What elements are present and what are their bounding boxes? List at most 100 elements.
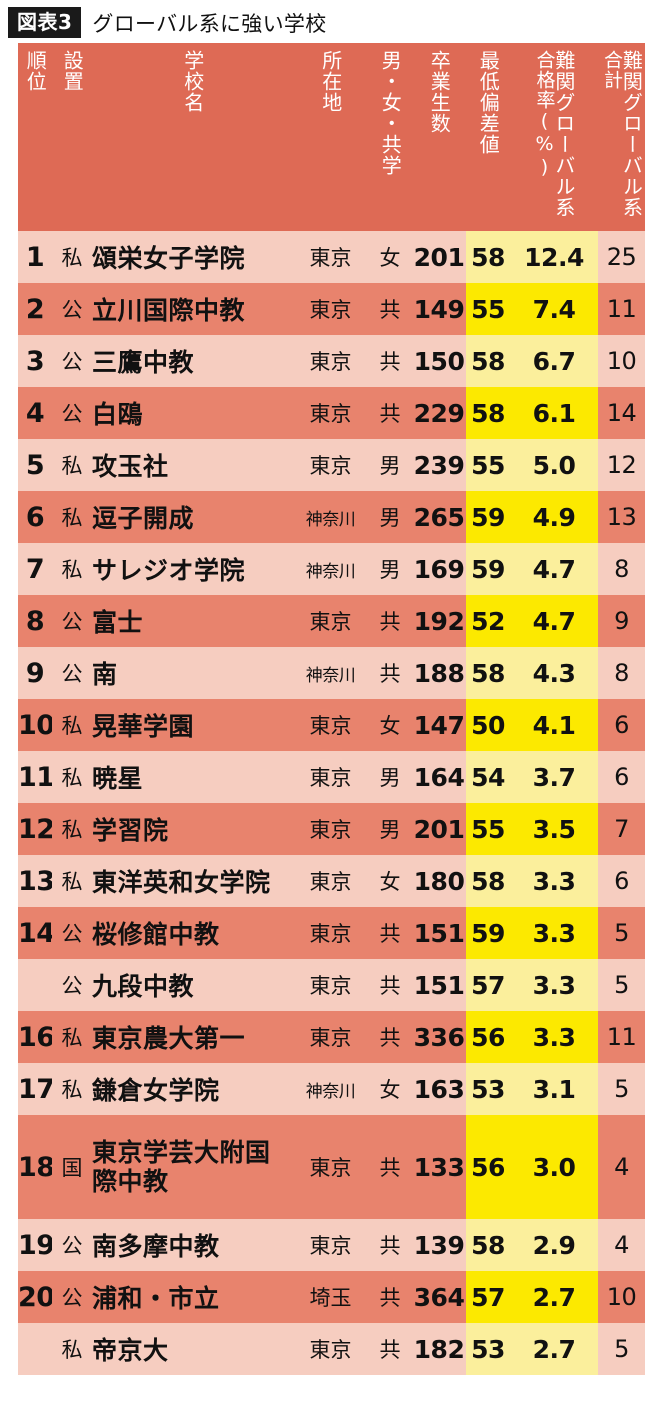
cell-school-name: 暁星 [92,751,293,803]
cell-graduates: 188 [412,647,466,699]
cell-gender: 共 [368,1011,412,1063]
cell-pass-rate: 6.7 [510,335,598,387]
column-header-total: 難関グローバル系 合計 [598,43,645,231]
table-row: 2 公立川国際中教 東京共 149 55 7.4 11 [18,283,645,335]
cell-deviation: 55 [466,439,510,491]
header-label-graduates: 卒業生数 [427,50,452,134]
cell-prefecture: 東京 [293,439,368,491]
cell-school-name: 浦和・市立 [92,1271,293,1323]
cell-school-type: 私 [52,855,92,907]
cell-gender: 共 [368,335,412,387]
cell-school-name: 攻玉社 [92,439,293,491]
cell-school-type: 私 [52,803,92,855]
table-row: 13 私東洋英和女学院 東京女 180 58 3.3 6 [18,855,645,907]
cell-pass-rate: 3.3 [510,1011,598,1063]
table-row: 3 公三鷹中教 東京共 150 58 6.7 10 [18,335,645,387]
cell-prefecture: 東京 [293,1323,368,1375]
column-header-gender: 男・女・共学 [368,43,412,231]
cell-total: 7 [598,803,645,855]
cell-total: 6 [598,699,645,751]
cell-total: 14 [598,387,645,439]
cell-rank: 12 [18,803,55,855]
cell-rank: 3 [18,335,52,387]
cell-prefecture: 東京 [293,1115,368,1219]
cell-rank: 5 [18,439,52,491]
cell-rank: 13 [18,855,55,907]
figure-title-bar: 図表3 グローバル系に強い学校 [0,0,670,38]
cell-deviation: 59 [466,907,510,959]
cell-school-name: 学習院 [92,803,293,855]
cell-total: 11 [598,283,645,335]
cell-school-type: 公 [52,335,92,387]
cell-pass-rate: 4.9 [510,491,598,543]
table-row: 11 私暁星 東京男 164 54 3.7 6 [18,751,645,803]
cell-graduates: 139 [412,1219,466,1271]
cell-deviation: 58 [466,855,510,907]
cell-school-type: 公 [52,283,92,335]
cell-prefecture: 東京 [293,751,368,803]
cell-pass-rate: 3.3 [510,959,598,1011]
cell-prefecture: 東京 [293,855,368,907]
cell-prefecture: 東京 [293,595,368,647]
cell-school-type: 私 [52,751,92,803]
cell-gender: 女 [368,699,412,751]
table-row: 18 国東京学芸大附国 際中教 東京共 133 56 3.0 4 [18,1115,645,1219]
cell-rank: 6 [18,491,52,543]
table-row: 12 私学習院 東京男 201 55 3.5 7 [18,803,645,855]
page-title: グローバル系に強い学校 [92,11,327,36]
cell-deviation: 55 [466,283,510,335]
cell-total: 5 [598,1063,645,1115]
cell-deviation: 57 [466,959,510,1011]
cell-school-name: 頌栄女子学院 [92,231,293,283]
cell-rank [18,1323,52,1375]
cell-school-name: 鎌倉女学院 [92,1063,293,1115]
cell-graduates: 149 [412,283,466,335]
cell-rank: 9 [18,647,52,699]
cell-rank [18,959,52,1011]
cell-school-type: 公 [52,907,92,959]
cell-total: 4 [598,1219,645,1271]
column-header-pass-rate: 難関グローバル系 合格率(%) [510,43,598,231]
cell-pass-rate: 3.3 [510,907,598,959]
cell-pass-rate: 4.1 [510,699,598,751]
table-row: 14 公桜修館中教 東京共 151 59 3.3 5 [18,907,645,959]
cell-total: 9 [598,595,645,647]
cell-deviation: 56 [466,1115,510,1219]
cell-graduates: 163 [412,1063,466,1115]
cell-graduates: 364 [412,1271,466,1323]
table-row: 5 私攻玉社 東京男 239 55 5.0 12 [18,439,645,491]
cell-pass-rate: 2.7 [510,1271,598,1323]
cell-school-name: 逗子開成 [92,491,293,543]
cell-school-type: 公 [52,387,92,439]
cell-school-name: 南多摩中教 [92,1219,293,1271]
table-row: 19 公南多摩中教 東京共 139 58 2.9 4 [18,1219,645,1271]
cell-prefecture: 東京 [293,699,368,751]
cell-gender: 共 [368,595,412,647]
cell-pass-rate: 2.7 [510,1323,598,1375]
cell-total: 5 [598,959,645,1011]
cell-total: 6 [598,855,645,907]
cell-pass-rate: 2.9 [510,1219,598,1271]
cell-school-name: 東洋英和女学院 [92,855,293,907]
cell-prefecture: 東京 [293,1011,368,1063]
cell-pass-rate: 3.7 [510,751,598,803]
header-label-prefecture: 所在地 [318,50,343,113]
table-body: 1 私頌栄女子学院 東京女 201 58 12.4 25 2 公立川国際中教 東京共 149 55 7.… [18,231,645,1375]
column-header-type: 設置 [52,43,92,231]
cell-pass-rate: 3.0 [510,1115,598,1219]
cell-deviation: 58 [466,335,510,387]
cell-prefecture: 東京 [293,959,368,1011]
cell-graduates: 147 [412,699,466,751]
cell-prefecture: 埼玉 [293,1271,368,1323]
cell-deviation: 59 [466,543,510,595]
cell-total: 10 [598,335,645,387]
header-label-deviation: 最低偏差値 [476,50,501,155]
cell-pass-rate: 4.7 [510,543,598,595]
cell-deviation: 58 [466,1219,510,1271]
cell-school-type: 公 [52,595,92,647]
cell-graduates: 164 [412,751,466,803]
cell-gender: 共 [368,1219,412,1271]
cell-gender: 男 [368,803,412,855]
cell-pass-rate: 3.5 [510,803,598,855]
cell-prefecture: 東京 [293,335,368,387]
